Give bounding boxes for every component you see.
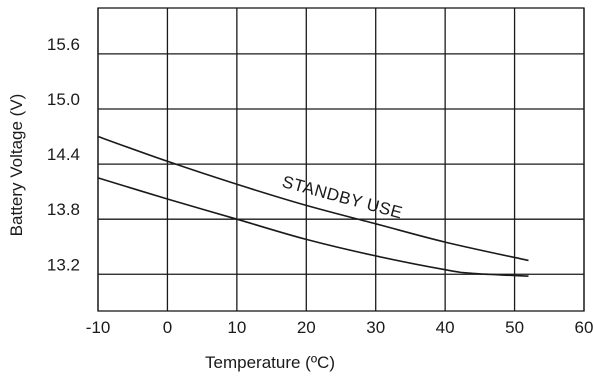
y-tick-label: 15.6: [47, 35, 80, 54]
x-tick-label: 40: [436, 318, 455, 337]
x-axis-title: Temperature (ºC): [205, 353, 335, 372]
x-tick-label: 30: [366, 318, 385, 337]
x-tick-label: 50: [505, 318, 524, 337]
upper-curve: [97, 135, 529, 262]
y-axis-title: Battery Voltage (V): [7, 94, 26, 237]
x-tick-label: -10: [86, 318, 111, 337]
series-layer: [97, 135, 529, 277]
x-tick-label: 0: [163, 318, 172, 337]
x-axis-ticks: -10 0 10 20 30 40 50 60: [86, 318, 593, 337]
lower-curve: [97, 177, 529, 277]
x-tick-label: 20: [297, 318, 316, 337]
y-tick-label: 15.0: [47, 90, 80, 109]
y-tick-label: 13.8: [47, 200, 80, 219]
y-tick-label: 14.4: [47, 145, 80, 164]
x-tick-label: 60: [575, 318, 593, 337]
y-tick-label: 13.2: [47, 255, 80, 274]
y-axis-ticks: 15.6 15.0 14.4 13.8 13.2: [47, 35, 80, 274]
x-tick-label: 10: [227, 318, 246, 337]
grid: [97, 7, 585, 312]
